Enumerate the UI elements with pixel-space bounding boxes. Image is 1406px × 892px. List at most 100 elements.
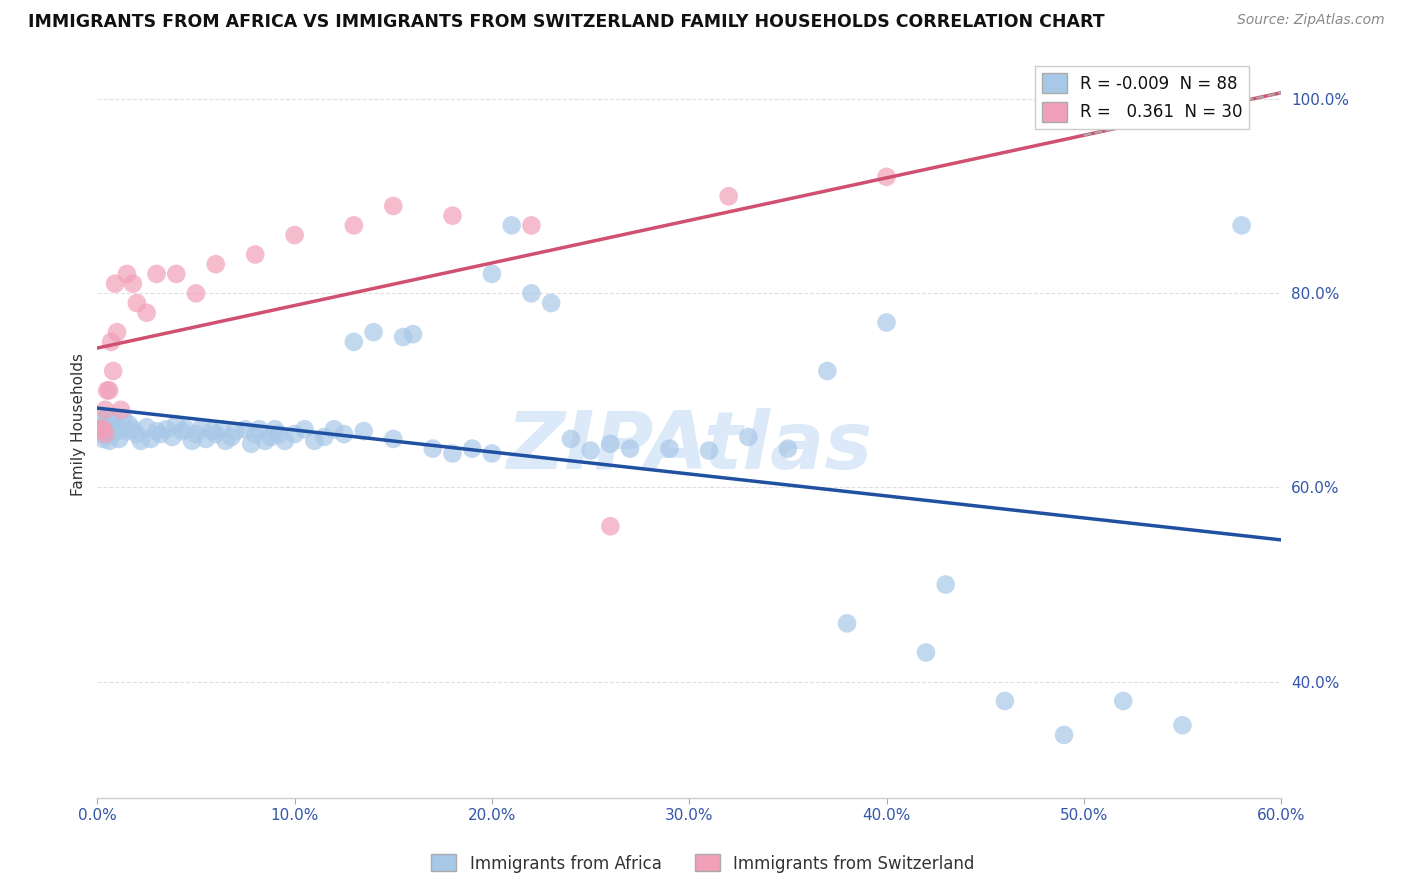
Point <box>658 442 681 456</box>
Point <box>94 402 117 417</box>
Point <box>104 420 127 434</box>
Point <box>94 427 117 442</box>
Point <box>115 267 138 281</box>
Point <box>294 422 316 436</box>
Point <box>274 434 297 448</box>
Point <box>204 427 226 442</box>
Point <box>392 330 415 344</box>
Point <box>233 422 256 436</box>
Point <box>162 430 184 444</box>
Point <box>264 422 287 436</box>
Point <box>382 432 405 446</box>
Point <box>108 432 131 446</box>
Point <box>737 430 759 444</box>
Point <box>184 286 207 301</box>
Legend: Immigrants from Africa, Immigrants from Switzerland: Immigrants from Africa, Immigrants from … <box>425 847 981 880</box>
Point <box>422 442 444 456</box>
Point <box>481 446 503 460</box>
Point <box>1053 728 1076 742</box>
Point <box>1171 718 1194 732</box>
Point <box>915 645 938 659</box>
Point <box>96 384 118 398</box>
Point <box>96 424 118 438</box>
Point <box>98 422 121 436</box>
Point <box>343 219 366 233</box>
Point <box>876 315 898 329</box>
Point <box>110 402 132 417</box>
Point <box>184 427 207 442</box>
Point <box>717 189 740 203</box>
Point <box>165 267 187 281</box>
Point <box>520 286 543 301</box>
Point <box>994 694 1017 708</box>
Text: IMMIGRANTS FROM AFRICA VS IMMIGRANTS FROM SWITZERLAND FAMILY HOUSEHOLDS CORRELAT: IMMIGRANTS FROM AFRICA VS IMMIGRANTS FRO… <box>28 13 1105 31</box>
Point <box>118 417 141 432</box>
Point <box>501 219 523 233</box>
Point <box>90 427 112 442</box>
Point <box>314 430 336 444</box>
Point <box>815 364 838 378</box>
Point <box>101 364 124 378</box>
Point <box>115 424 138 438</box>
Point <box>520 219 543 233</box>
Point <box>1053 112 1076 126</box>
Point <box>100 334 122 349</box>
Point <box>224 424 246 438</box>
Point <box>104 277 127 291</box>
Point <box>145 424 167 438</box>
Point <box>284 228 307 243</box>
Point <box>135 306 157 320</box>
Point <box>599 519 621 533</box>
Point <box>149 427 172 442</box>
Point <box>835 616 858 631</box>
Point <box>204 257 226 271</box>
Point <box>191 420 214 434</box>
Point <box>139 432 162 446</box>
Point <box>267 427 290 442</box>
Point <box>876 169 898 184</box>
Point <box>1112 694 1135 708</box>
Point <box>284 427 307 442</box>
Point <box>91 432 114 446</box>
Point <box>174 422 197 436</box>
Point <box>91 422 114 436</box>
Point <box>89 422 111 436</box>
Legend: R = -0.009  N = 88, R =   0.361  N = 30: R = -0.009 N = 88, R = 0.361 N = 30 <box>1035 67 1249 128</box>
Text: Source: ZipAtlas.com: Source: ZipAtlas.com <box>1237 13 1385 28</box>
Point <box>402 327 425 342</box>
Point <box>1230 219 1253 233</box>
Point <box>98 384 121 398</box>
Point <box>304 434 326 448</box>
Point <box>343 334 366 349</box>
Point <box>461 442 484 456</box>
Point <box>247 422 270 436</box>
Point <box>353 424 375 438</box>
Point <box>619 442 641 456</box>
Point <box>260 430 283 444</box>
Point <box>441 209 464 223</box>
Point <box>441 446 464 460</box>
Point <box>96 410 118 425</box>
Point <box>540 296 562 310</box>
Point <box>121 422 143 436</box>
Point <box>94 417 117 432</box>
Y-axis label: Family Households: Family Households <box>72 353 86 496</box>
Point <box>145 267 167 281</box>
Point <box>129 434 152 448</box>
Point <box>323 422 346 436</box>
Point <box>599 437 621 451</box>
Point <box>125 296 148 310</box>
Text: ZIPAtlas: ZIPAtlas <box>506 408 872 486</box>
Point <box>333 427 356 442</box>
Point <box>90 412 112 426</box>
Point <box>135 420 157 434</box>
Point <box>111 410 134 425</box>
Point <box>165 417 187 432</box>
Point <box>101 414 124 428</box>
Point <box>211 422 233 436</box>
Point <box>100 427 122 442</box>
Point <box>181 434 204 448</box>
Point <box>105 424 128 438</box>
Point <box>697 443 720 458</box>
Point <box>560 432 582 446</box>
